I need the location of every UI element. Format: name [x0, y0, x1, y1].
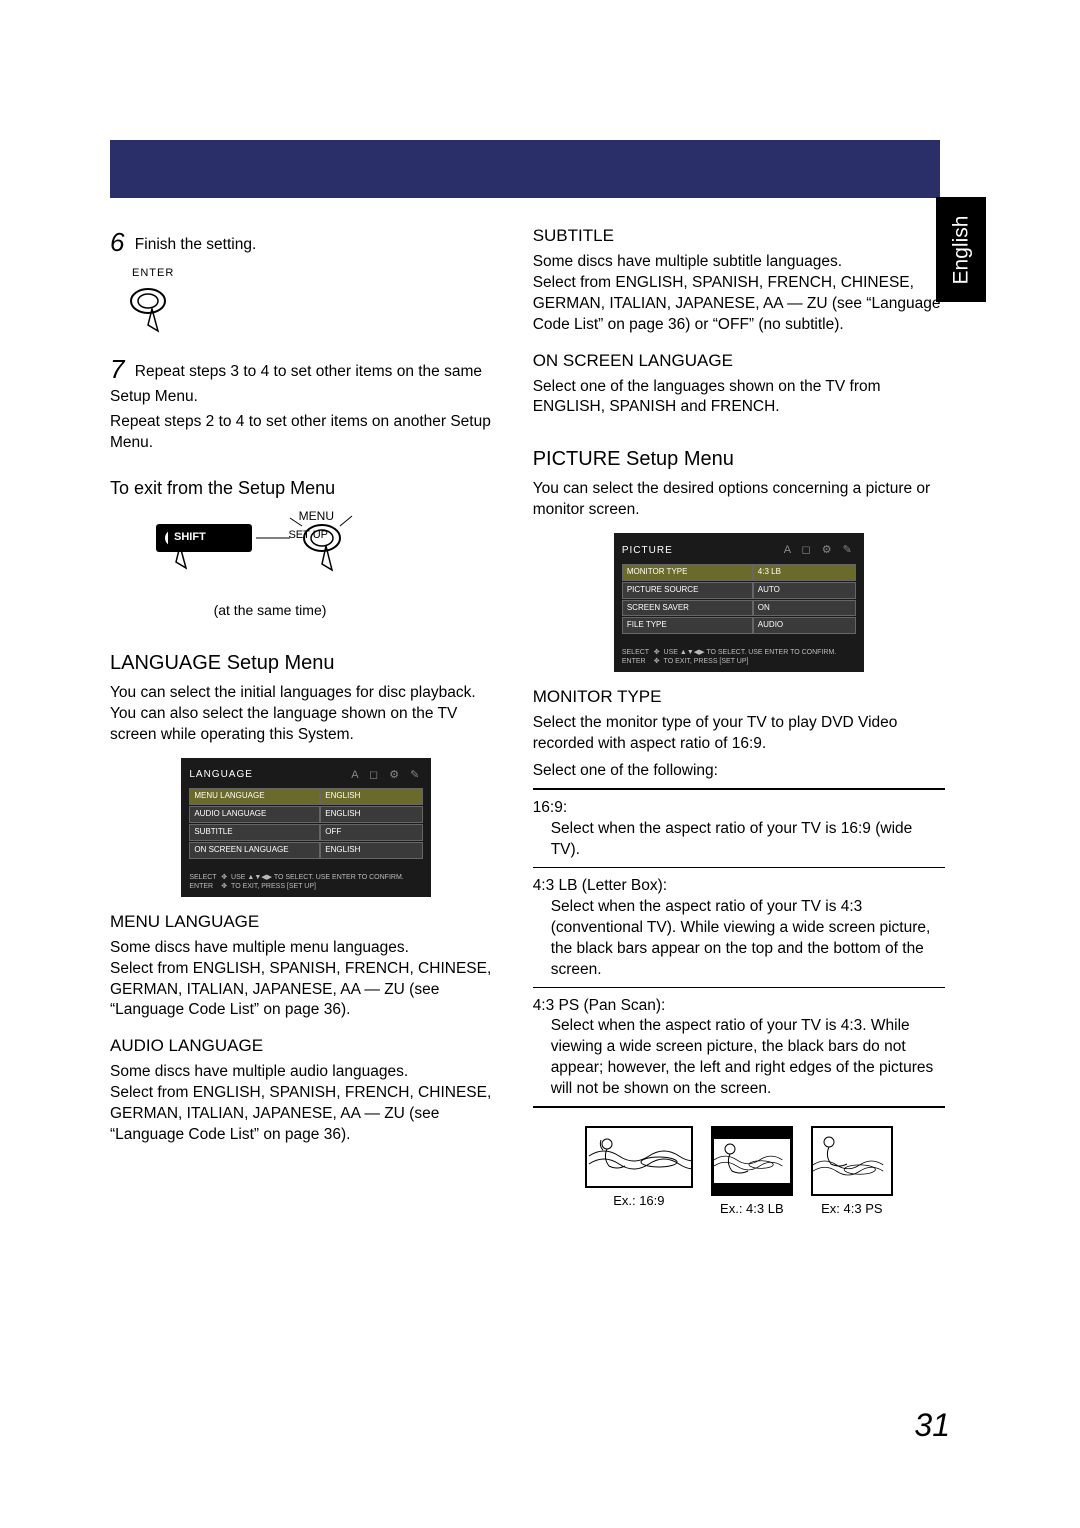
- step-6-num: 6: [110, 227, 124, 257]
- header-band: [110, 140, 940, 198]
- divider: [533, 867, 945, 868]
- subtitle-para: Some discs have multiple subtitle langua…: [533, 252, 945, 336]
- example-43lb-label: Ex.: 4:3 LB: [711, 1200, 793, 1218]
- pic-menu-tabs: A ◻ ⚙ ✎: [784, 543, 856, 558]
- wave-icon: [714, 1149, 790, 1182]
- right-column: SUBTITLE Some discs have multiple subtit…: [533, 225, 945, 1218]
- step-7: 7 Repeat steps 3 to 4 to set other items…: [110, 352, 503, 454]
- example-43ps-frame: [811, 1126, 893, 1196]
- language-tab-text: English: [949, 215, 973, 284]
- page-content: 6 Finish the setting. ENTER 7 Repeat ste…: [110, 225, 945, 1218]
- opt-43ps-body: Select when the aspect ratio of your TV …: [533, 1016, 945, 1100]
- step-6: 6 Finish the setting.: [110, 225, 503, 260]
- pic-menu-row-2: SCREEN SAVER ON: [622, 600, 856, 617]
- step-7-num: 7: [110, 354, 124, 384]
- lang-menu-row-2: SUBTITLE OFF: [189, 824, 423, 841]
- menu-label: MENU: [299, 508, 334, 524]
- audio-language-heading: AUDIO LANGUAGE: [110, 1035, 503, 1058]
- opt-169-body: Select when the aspect ratio of your TV …: [533, 819, 945, 861]
- osl-para: Select one of the languages shown on the…: [533, 377, 945, 419]
- divider: [533, 1106, 945, 1108]
- step-7-line2: Repeat steps 2 to 4 to set other items o…: [110, 412, 503, 454]
- pic-menu-footer: SELECT ✥ USE ▲▼◀▶ TO SELECT. USE ENTER T…: [622, 648, 856, 666]
- example-43lb: Ex.: 4:3 LB: [711, 1126, 793, 1218]
- divider: [533, 788, 945, 790]
- monitor-type-p1: Select the monitor type of your TV to pl…: [533, 713, 945, 755]
- at-same-time: (at the same time): [150, 601, 390, 620]
- wave-icon: [813, 1154, 891, 1187]
- page-number: 31: [914, 1407, 950, 1444]
- example-169-label: Ex.: 16:9: [585, 1192, 693, 1210]
- example-169-frame: [585, 1126, 693, 1188]
- wave-icon: [587, 1146, 691, 1179]
- example-row: Ex.: 16:9 Ex.: 4:3 LB: [533, 1126, 945, 1218]
- monitor-type-p2: Select one of the following:: [533, 761, 945, 782]
- left-column: 6 Finish the setting. ENTER 7 Repeat ste…: [110, 225, 503, 1218]
- example-43ps-label: Ex: 4:3 PS: [811, 1200, 893, 1218]
- shift-key-label: SHIFT: [168, 527, 212, 548]
- step-7-line1: Repeat steps 3 to 4 to set other items o…: [110, 363, 482, 405]
- menu-language-heading: MENU LANGUAGE: [110, 911, 503, 934]
- exit-heading: To exit from the Setup Menu: [110, 476, 503, 500]
- pic-menu-row-3: FILE TYPE AUDIO: [622, 617, 856, 634]
- step-6-text: Finish the setting.: [135, 236, 256, 253]
- enter-button-icon: [128, 285, 503, 342]
- language-menu-screenshot: LANGUAGE A ◻ ⚙ ✎ MENU LANGUAGE ENGLISH A…: [181, 758, 431, 897]
- lang-menu-title: LANGUAGE: [189, 768, 253, 782]
- divider: [533, 987, 945, 988]
- lang-menu-row-1: AUDIO LANGUAGE ENGLISH: [189, 806, 423, 823]
- example-43lb-frame: [711, 1126, 793, 1196]
- picture-menu-screenshot: PICTURE A ◻ ⚙ ✎ MONITOR TYPE 4:3 LB PICT…: [614, 533, 864, 672]
- pic-menu-row-1: PICTURE SOURCE AUTO: [622, 582, 856, 599]
- example-43ps: Ex: 4:3 PS: [811, 1126, 893, 1218]
- shift-setup-diagram: MENU SET UP SHIFT: [150, 510, 390, 595]
- opt-43ps-heading: 4:3 PS (Pan Scan):: [533, 996, 945, 1017]
- lang-menu-footer: SELECT ✥ USE ▲▼◀▶ TO SELECT. USE ENTER T…: [189, 873, 423, 891]
- opt-43lb-heading: 4:3 LB (Letter Box):: [533, 876, 945, 897]
- pic-menu-title: PICTURE: [622, 544, 673, 558]
- subtitle-heading: SUBTITLE: [533, 225, 945, 248]
- lang-menu-tabs: A ◻ ⚙ ✎: [351, 768, 423, 783]
- osl-heading: ON SCREEN LANGUAGE: [533, 350, 945, 373]
- lang-menu-row-0: MENU LANGUAGE ENGLISH: [189, 788, 423, 805]
- example-169: Ex.: 16:9: [585, 1126, 693, 1218]
- pic-menu-row-0: MONITOR TYPE 4:3 LB: [622, 564, 856, 581]
- language-setup-para: You can select the initial languages for…: [110, 683, 503, 746]
- audio-language-para: Some discs have multiple audio languages…: [110, 1062, 503, 1146]
- opt-43lb-body: Select when the aspect ratio of your TV …: [533, 897, 945, 981]
- language-setup-heading: LANGUAGE Setup Menu: [110, 650, 503, 677]
- monitor-type-heading: MONITOR TYPE: [533, 686, 945, 709]
- opt-169-heading: 16:9:: [533, 798, 945, 819]
- menu-language-para: Some discs have multiple menu languages.…: [110, 938, 503, 1022]
- lang-menu-row-3: ON SCREEN LANGUAGE ENGLISH: [189, 842, 423, 859]
- picture-setup-para: You can select the desired options conce…: [533, 479, 945, 521]
- picture-setup-heading: PICTURE Setup Menu: [533, 446, 945, 473]
- setup-label: SET UP: [288, 528, 328, 543]
- enter-label: ENTER: [132, 266, 503, 281]
